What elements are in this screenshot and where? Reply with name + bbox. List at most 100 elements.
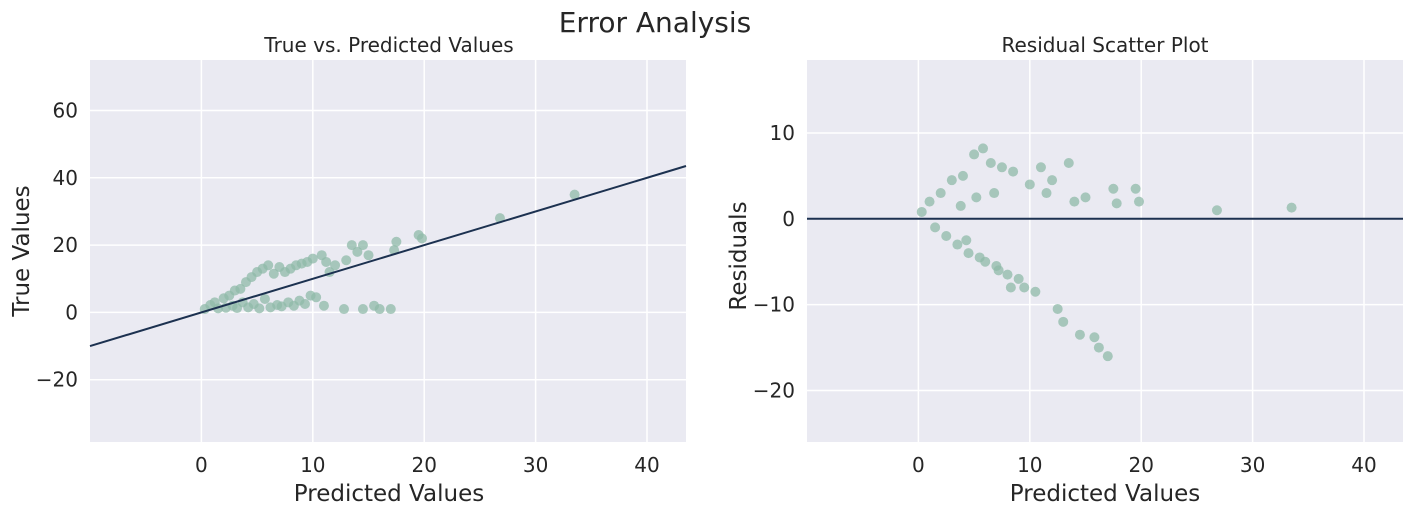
y-tick-label: 0 [65, 300, 78, 324]
data-point [1102, 351, 1113, 362]
data-point [1108, 183, 1119, 194]
data-point [1041, 188, 1052, 199]
data-point [946, 175, 957, 186]
data-point [341, 255, 352, 266]
data-point [1002, 269, 1013, 280]
y-axis-label: Residuals [726, 201, 752, 310]
data-point [961, 235, 972, 246]
reference-line [89, 165, 687, 348]
true-vs-predicted-chart: 0 10 20 30 40 −20 0 20 40 60 True vs. Predicted … [9, 33, 687, 507]
x-tick-label: 10 [300, 453, 325, 477]
x-axis-label: Predicted Values [294, 481, 484, 507]
data-point [300, 299, 311, 310]
data-point [1133, 196, 1144, 207]
y-tick-label: −20 [753, 378, 795, 402]
data-point [1030, 286, 1041, 297]
data-point [374, 304, 385, 315]
chart-title: True vs. Predicted Values [263, 33, 513, 57]
y-tick-label: 10 [770, 121, 795, 145]
x-tick-label: 30 [523, 453, 548, 477]
data-point [1063, 158, 1074, 169]
data-point [930, 222, 941, 233]
data-point [307, 253, 318, 264]
x-tick-label: 20 [1128, 453, 1153, 477]
y-tick-label: −10 [753, 293, 795, 317]
data-point [330, 260, 341, 271]
data-point [996, 162, 1007, 173]
data-point [338, 304, 349, 315]
data-point [318, 300, 329, 311]
x-tick-label: 30 [1240, 453, 1265, 477]
data-point [416, 233, 427, 244]
x-tick-label: 0 [195, 453, 208, 477]
data-point [980, 256, 991, 267]
data-point [1074, 329, 1085, 340]
data-point [263, 260, 274, 271]
x-tick-label: 0 [912, 453, 925, 477]
y-tick-label: 60 [53, 98, 78, 122]
data-point [1052, 303, 1063, 314]
data-point [268, 268, 279, 279]
x-axis-label: Predicted Values [1010, 481, 1200, 507]
y-tick-label: 20 [53, 233, 78, 257]
data-point [357, 304, 368, 315]
y-tick-labels: −20 −10 0 10 [753, 121, 795, 403]
data-point [955, 200, 966, 211]
data-point [1058, 316, 1069, 327]
y-tick-label: −20 [36, 368, 78, 392]
x-tick-labels: 0 10 20 30 40 [195, 453, 660, 477]
y-tick-label: 40 [53, 166, 78, 190]
plot-area [807, 60, 1403, 442]
data-point [254, 303, 265, 314]
data-point [978, 143, 989, 154]
x-tick-label: 20 [411, 453, 436, 477]
data-point [259, 293, 270, 304]
data-point [385, 304, 396, 315]
data-point [1005, 282, 1016, 293]
x-tick-label: 40 [1351, 453, 1376, 477]
data-point [963, 248, 974, 259]
data-point [1093, 342, 1104, 353]
plot-area [90, 60, 686, 442]
chart-title: Residual Scatter Plot [1001, 33, 1208, 57]
data-point [1089, 332, 1100, 343]
data-point [969, 149, 980, 160]
data-point [352, 246, 363, 257]
residual-scatter-chart: 0 10 20 30 40 −20 −10 0 10 Residual Scatter Plo… [726, 33, 1403, 507]
y-tick-labels: −20 0 20 40 60 [36, 98, 78, 391]
data-point [1080, 192, 1091, 203]
data-point [935, 188, 946, 199]
data-point [1047, 175, 1058, 186]
data-point [363, 250, 374, 261]
data-point [357, 240, 368, 251]
data-point [941, 230, 952, 241]
data-point [952, 239, 963, 250]
data-point [311, 292, 322, 303]
data-point [989, 188, 1000, 199]
data-point [391, 236, 402, 247]
y-tick-label: 0 [782, 207, 795, 231]
data-point [1286, 202, 1297, 213]
data-point [569, 189, 580, 200]
scatter-points [916, 143, 1297, 362]
data-point [924, 196, 935, 207]
x-tick-label: 10 [1017, 453, 1042, 477]
data-point [346, 240, 357, 251]
data-point [1111, 198, 1122, 209]
data-point [1069, 196, 1080, 207]
data-point [985, 158, 996, 169]
data-point [971, 192, 982, 203]
identity-line [89, 165, 687, 348]
x-tick-labels: 0 10 20 30 40 [912, 453, 1377, 477]
data-point [1035, 162, 1046, 173]
data-point [1019, 282, 1030, 293]
data-point [993, 265, 1004, 276]
x-tick-label: 40 [634, 453, 659, 477]
data-point [1008, 166, 1019, 177]
data-point [916, 206, 927, 217]
y-axis-label: True Values [9, 185, 35, 317]
data-point [957, 170, 968, 181]
gridlines [90, 60, 686, 442]
data-point [321, 256, 332, 267]
